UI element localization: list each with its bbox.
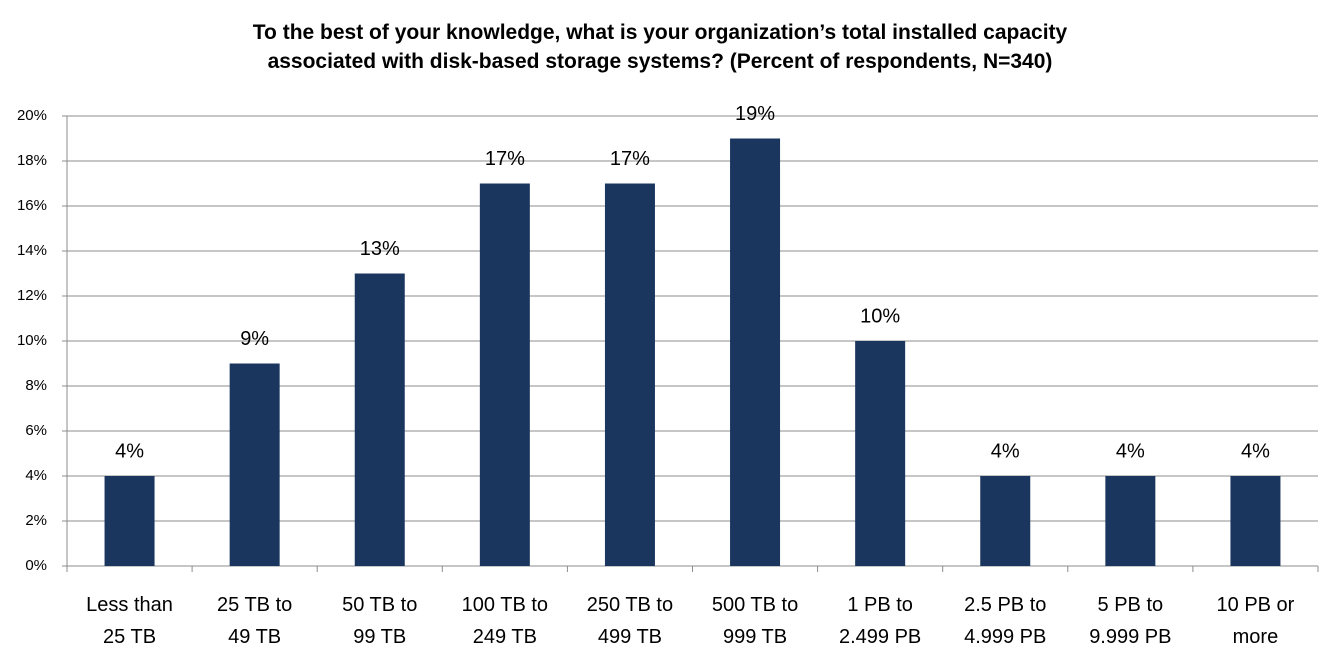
data-label: 4%	[991, 440, 1020, 462]
bar	[104, 476, 155, 566]
data-label: 4%	[1241, 440, 1270, 462]
data-label: 9%	[240, 328, 269, 350]
x-tick-label: 5 PB to 9.999 PB	[1089, 594, 1172, 648]
data-label: 10%	[860, 305, 900, 327]
y-tick-label: 14%	[17, 242, 47, 259]
bar	[855, 341, 906, 566]
y-tick-label: 8%	[25, 377, 47, 394]
y-tick-label: 20%	[17, 107, 47, 124]
bar	[1230, 476, 1281, 566]
x-tick-label: 2.5 PB to 4.999 PB	[964, 594, 1047, 648]
x-tick-label: 50 TB to 99 TB	[342, 594, 418, 648]
data-label: 17%	[485, 148, 525, 170]
data-label: 4%	[1116, 440, 1145, 462]
y-tick-label: 0%	[25, 557, 47, 574]
x-tick-label: 1 PB to 2.499 PB	[838, 594, 922, 648]
bar	[730, 138, 781, 566]
bar	[1105, 476, 1156, 566]
x-tick-label: 25 TB to 49 TB	[217, 594, 293, 648]
bar	[604, 183, 655, 566]
y-tick-label: 4%	[25, 467, 47, 484]
data-label: 17%	[610, 148, 650, 170]
data-label: 19%	[735, 103, 775, 125]
data-label: 13%	[360, 238, 400, 260]
y-tick-label: 18%	[17, 152, 47, 169]
y-tick-label: 6%	[25, 422, 47, 439]
chart-title: To the best of your knowledge, what is y…	[252, 21, 1068, 73]
y-tick-label: 10%	[17, 332, 47, 349]
x-tick-label: 10 PB or more	[1216, 594, 1295, 648]
x-tick-label: 100 TB to 249 TB	[461, 594, 549, 648]
bar	[229, 363, 280, 566]
y-tick-label: 12%	[17, 287, 47, 304]
x-tick-label: Less than 25 TB	[86, 594, 173, 648]
bar	[980, 476, 1031, 566]
x-tick-label: 250 TB to 499 TB	[586, 594, 674, 648]
bar	[354, 273, 405, 566]
bar	[479, 183, 530, 566]
data-label: 4%	[115, 440, 144, 462]
x-tick-label: 500 TB to 999 TB	[711, 594, 799, 648]
y-tick-label: 16%	[17, 197, 47, 214]
y-tick-label: 2%	[25, 512, 47, 529]
